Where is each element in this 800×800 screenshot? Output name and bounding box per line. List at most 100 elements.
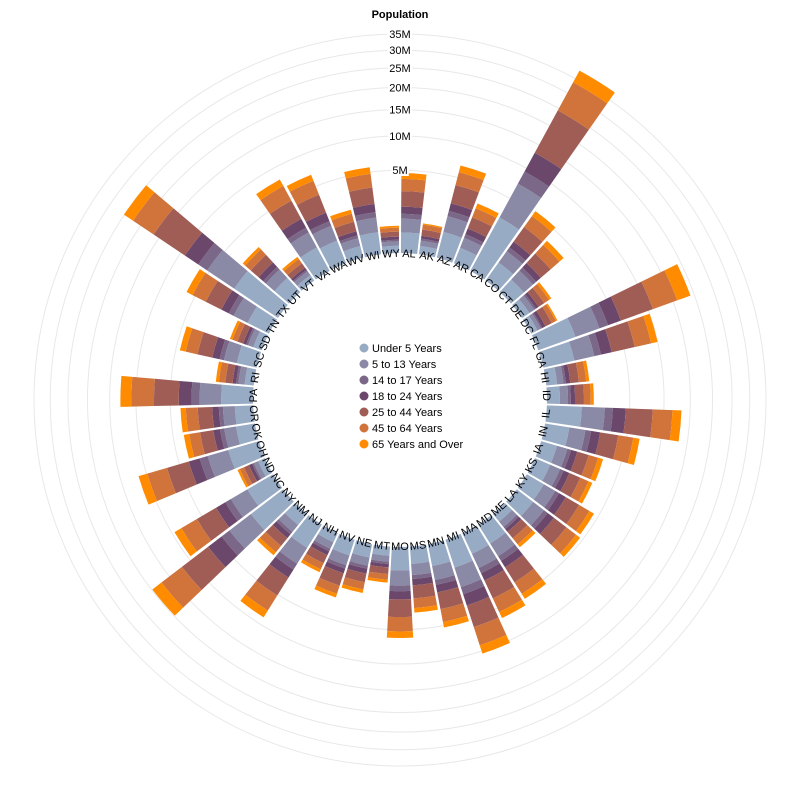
- bar-segment-DC-1[interactable]: [528, 313, 541, 331]
- bar-segment-DE-3[interactable]: [525, 292, 539, 309]
- bar-segment-NY-4[interactable]: [181, 546, 226, 590]
- bar-segment-TX-1[interactable]: [207, 249, 248, 289]
- bar-segment-CA-4[interactable]: [534, 110, 589, 170]
- bar-segment-NC-2[interactable]: [225, 499, 243, 521]
- bar-segment-VT-4[interactable]: [287, 263, 306, 279]
- bar-segment-OR-5[interactable]: [185, 407, 200, 432]
- bar-segment-NC-3[interactable]: [216, 502, 238, 528]
- bar-segment-NV-5[interactable]: [315, 577, 340, 594]
- bar-segment-WY-0[interactable]: [381, 245, 400, 255]
- bar-segment-MT-3[interactable]: [370, 561, 389, 568]
- bar-segment-ME-5[interactable]: [512, 524, 533, 545]
- bar-segment-ME-3[interactable]: [505, 516, 522, 532]
- bar-segment-WA-4[interactable]: [296, 194, 327, 222]
- bar-segment-VA-4[interactable]: [269, 200, 302, 231]
- bar-segment-FL-6[interactable]: [664, 264, 691, 301]
- bar-segment-WY-4[interactable]: [380, 231, 399, 238]
- bar-segment-MD-5[interactable]: [514, 568, 543, 594]
- bar-segment-VT-0[interactable]: [297, 275, 315, 291]
- bar-segment-MS-3[interactable]: [412, 576, 434, 586]
- bar-segment-WA-5[interactable]: [289, 180, 319, 205]
- bar-segment-UT-5[interactable]: [245, 249, 266, 271]
- bar-segment-NC-1[interactable]: [230, 489, 259, 518]
- bar-segment-SC-5[interactable]: [185, 328, 204, 355]
- bar-segment-MA-6[interactable]: [499, 599, 526, 619]
- bar-segment-LA-0[interactable]: [506, 489, 534, 516]
- bar-segment-IL-2[interactable]: [602, 407, 613, 432]
- bar-segment-GA-3[interactable]: [594, 329, 612, 355]
- bar-segment-OH-1[interactable]: [207, 450, 235, 477]
- bar-segment-NJ-1[interactable]: [279, 536, 308, 564]
- bar-segment-NV-3[interactable]: [324, 561, 346, 574]
- bar-segment-MN-2[interactable]: [434, 575, 456, 585]
- bar-segment-NM-0[interactable]: [284, 502, 308, 526]
- bar-segment-MN-0[interactable]: [427, 540, 451, 567]
- bar-segment-AZ-6[interactable]: [458, 165, 487, 181]
- bar-segment-OH-5[interactable]: [147, 467, 176, 502]
- bar-segment-PA-4[interactable]: [153, 378, 180, 407]
- bar-segment-PA-3[interactable]: [178, 380, 193, 406]
- bar-segment-DE-2[interactable]: [523, 294, 536, 310]
- bar-segment-WV-0[interactable]: [343, 246, 364, 263]
- bar-segment-AR-3[interactable]: [465, 228, 487, 243]
- bar-segment-OK-6[interactable]: [183, 434, 195, 459]
- bar-segment-FL-1[interactable]: [567, 306, 600, 337]
- bar-segment-CT-4[interactable]: [526, 253, 551, 278]
- bar-segment-IA-1[interactable]: [551, 445, 568, 467]
- bar-segment-AZ-4[interactable]: [450, 184, 479, 211]
- bar-segment-OK-5[interactable]: [189, 432, 205, 458]
- bar-segment-NY-3[interactable]: [208, 536, 238, 568]
- bar-segment-AZ-0[interactable]: [436, 231, 462, 263]
- bar-segment-PA-0[interactable]: [221, 384, 254, 405]
- bar-segment-MA-1[interactable]: [471, 545, 497, 569]
- bar-segment-ND-6[interactable]: [237, 469, 249, 488]
- bar-segment-OK-1[interactable]: [224, 426, 240, 448]
- bar-segment-IL-5[interactable]: [650, 409, 673, 441]
- bar-segment-OR-4[interactable]: [197, 406, 215, 430]
- bar-segment-NH-5[interactable]: [302, 553, 324, 570]
- bar-segment-MS-0[interactable]: [409, 544, 430, 565]
- bar-segment-AZ-5[interactable]: [455, 172, 484, 193]
- bar-segment-NH-3[interactable]: [310, 542, 330, 556]
- bar-segment-LA-4[interactable]: [539, 517, 567, 545]
- bar-segment-RI-3[interactable]: [232, 365, 239, 384]
- bar-segment-OK-0[interactable]: [236, 423, 259, 445]
- bar-segment-IL-0[interactable]: [545, 405, 582, 427]
- legend-item[interactable]: 25 to 44 Years: [359, 407, 443, 419]
- bar-segment-VT-5[interactable]: [283, 258, 302, 275]
- bar-segment-FL-2[interactable]: [590, 302, 609, 329]
- bar-segment-WA-6[interactable]: [286, 174, 314, 192]
- bar-segment-PA-6[interactable]: [120, 375, 133, 407]
- bar-segment-NY-0[interactable]: [250, 489, 294, 530]
- bar-segment-AR-4[interactable]: [467, 217, 492, 238]
- bar-segment-NY-1[interactable]: [229, 514, 265, 549]
- bar-segment-SC-3[interactable]: [212, 337, 226, 360]
- bar-segment-OR-1[interactable]: [222, 406, 237, 427]
- bar-segment-NJ-0[interactable]: [291, 515, 322, 548]
- bar-segment-MA-3[interactable]: [480, 563, 504, 581]
- bar-segment-AR-6[interactable]: [475, 203, 499, 218]
- bar-segment-NM-1[interactable]: [278, 512, 299, 532]
- bar-segment-ME-0[interactable]: [492, 502, 512, 522]
- bar-segment-NY-5[interactable]: [161, 566, 202, 608]
- bar-segment-CT-3[interactable]: [522, 262, 541, 282]
- bar-segment-FL-5[interactable]: [641, 270, 678, 310]
- bar-segment-CA-2[interactable]: [517, 171, 550, 199]
- legend-item[interactable]: 14 to 17 Years: [359, 375, 443, 387]
- bar-segment-WA-2[interactable]: [310, 221, 332, 235]
- bar-segment-HI-4[interactable]: [567, 362, 579, 384]
- bar-segment-RI-0[interactable]: [244, 367, 257, 386]
- bar-segment-WV-6[interactable]: [330, 209, 352, 221]
- bar-segment-DC-5[interactable]: [542, 304, 556, 324]
- bar-segment-SD-1[interactable]: [248, 328, 260, 348]
- bar-segment-AK-5[interactable]: [422, 224, 443, 234]
- bar-segment-KY-0[interactable]: [517, 474, 544, 500]
- bar-segment-MD-0[interactable]: [478, 515, 506, 544]
- bar-segment-VA-5[interactable]: [260, 185, 292, 214]
- bar-segment-HI-5[interactable]: [575, 361, 587, 383]
- bar-segment-NE-2[interactable]: [348, 561, 368, 569]
- bar-segment-VA-2[interactable]: [287, 227, 309, 244]
- bar-segment-TN-4[interactable]: [205, 280, 233, 310]
- bar-segment-UT-2[interactable]: [263, 266, 280, 284]
- bar-segment-MN-3[interactable]: [435, 579, 459, 593]
